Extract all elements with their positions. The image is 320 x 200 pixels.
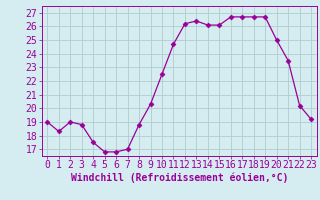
X-axis label: Windchill (Refroidissement éolien,°C): Windchill (Refroidissement éolien,°C) xyxy=(70,173,288,183)
